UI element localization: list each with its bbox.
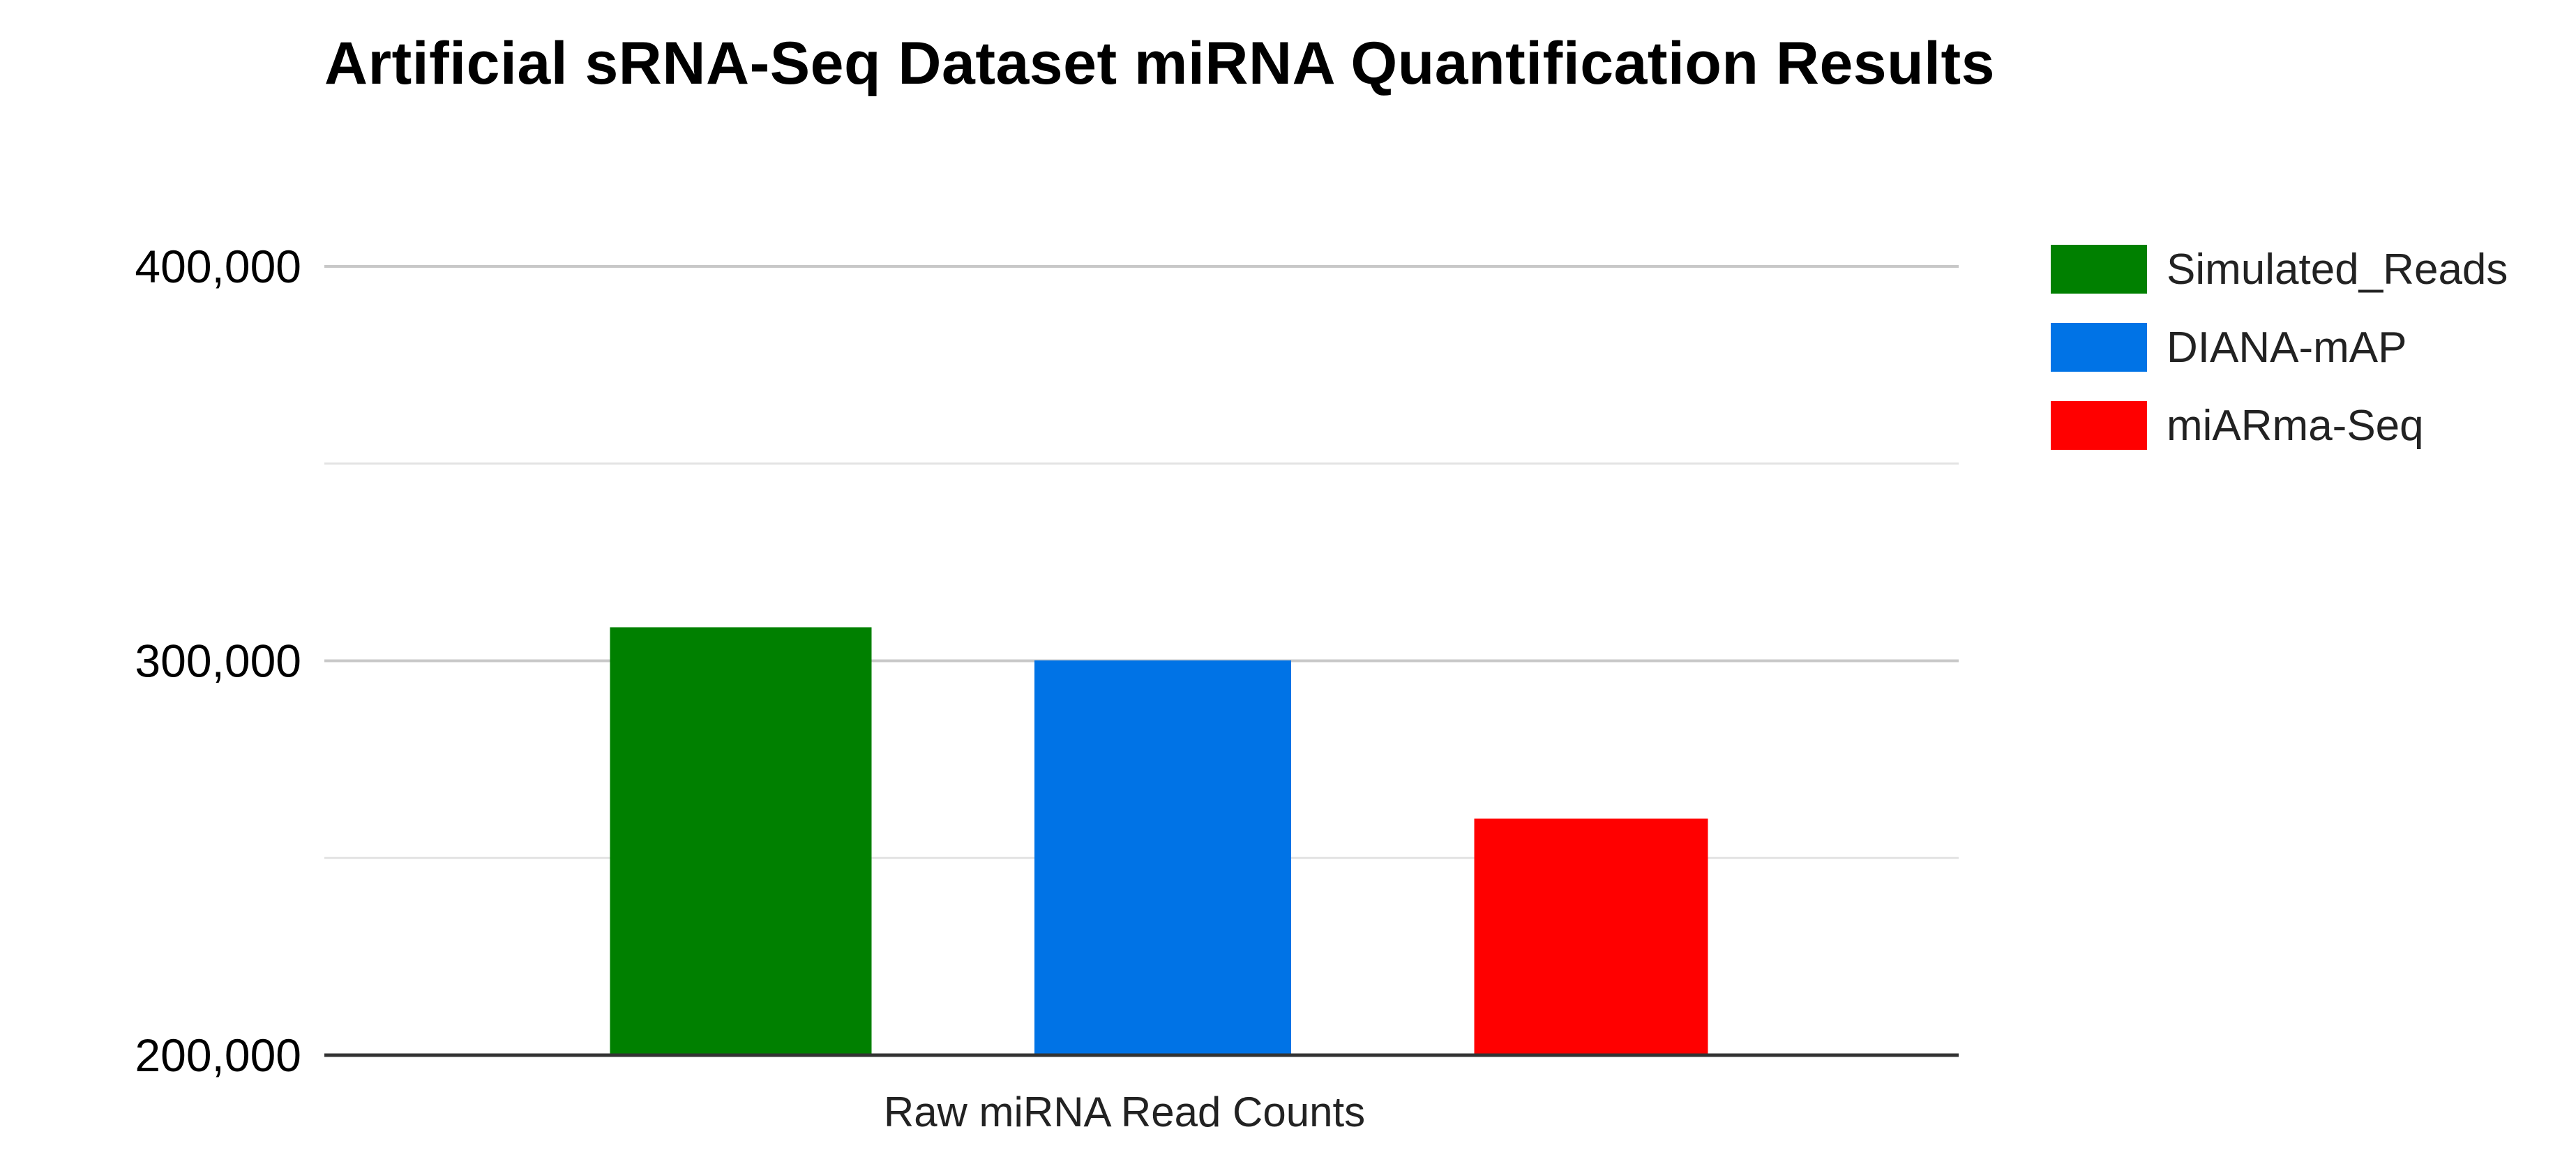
bar-diana-map (1034, 660, 1291, 1055)
bars (610, 627, 1708, 1055)
y-tick-label: 200,000 (135, 1029, 301, 1081)
x-category-label: Raw miRNA Read Counts (884, 1089, 1365, 1135)
legend-swatch-simulated-reads (2051, 245, 2147, 294)
legend-swatch-diana-map (2051, 323, 2147, 372)
bar-simulated-reads (610, 627, 872, 1055)
y-tick-label: 300,000 (135, 635, 301, 687)
legend-item-miarma-seq: miARma-Seq (2051, 386, 2508, 464)
y-tick-label: 400,000 (135, 241, 301, 292)
chart-title: Artificial sRNA-Seq Dataset miRNA Quanti… (324, 30, 1996, 97)
legend-label-miarma-seq: miARma-Seq (2167, 401, 2424, 450)
legend-item-diana-map: DIANA-mAP (2051, 308, 2508, 386)
legend-item-simulated-reads: Simulated_Reads (2051, 230, 2508, 308)
axis-labels: 200,000 300,000 400,000 Raw miRNA Read Coun… (135, 241, 1365, 1135)
legend: Simulated_Reads DIANA-mAP miARma-Seq (2051, 230, 2508, 464)
legend-label-diana-map: DIANA-mAP (2167, 323, 2407, 372)
legend-swatch-miarma-seq (2051, 401, 2147, 450)
legend-label-simulated-reads: Simulated_Reads (2167, 245, 2508, 294)
bar-miarma-seq (1474, 818, 1708, 1055)
